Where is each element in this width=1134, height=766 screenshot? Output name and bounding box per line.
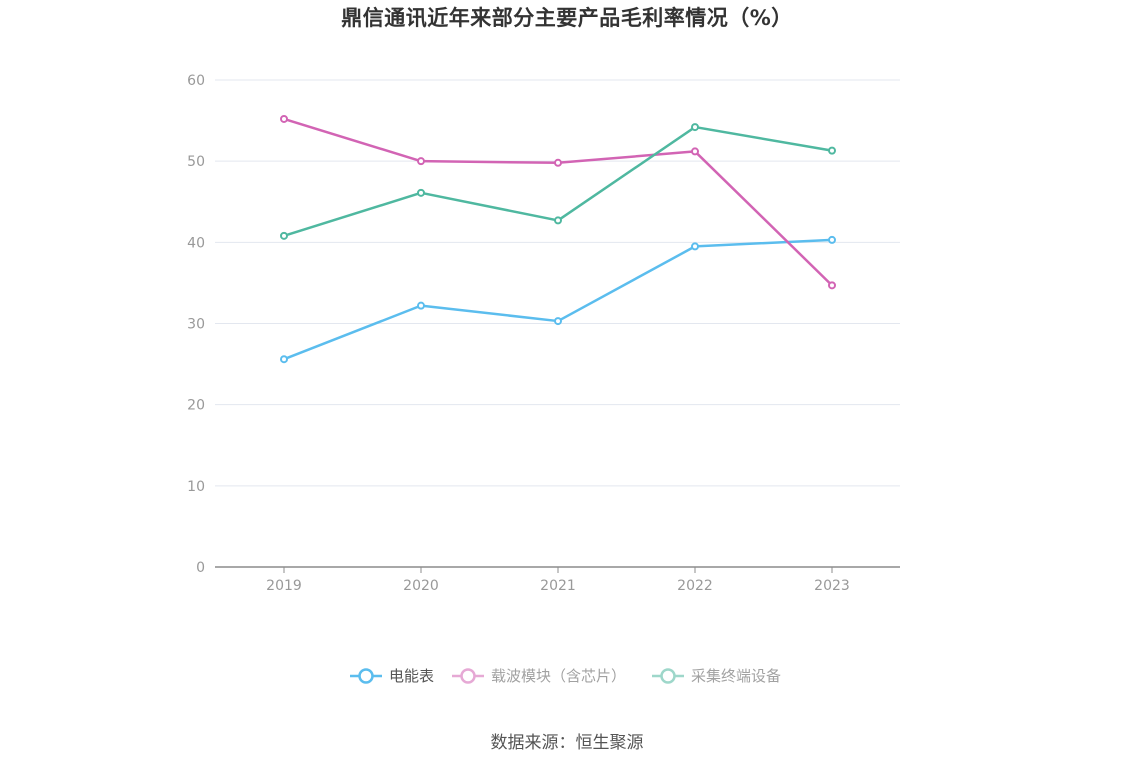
- legend-item: 载波模块（含芯片）: [452, 667, 626, 685]
- data-point: [417, 157, 425, 166]
- data-source: 数据来源：恒生聚源: [490, 733, 644, 753]
- data-point: [691, 123, 699, 132]
- data-point: [828, 146, 836, 155]
- series-line: [283, 117, 833, 287]
- data-point: [554, 216, 562, 225]
- legend-label: 采集终端设备: [691, 667, 781, 685]
- y-tick-label: 30: [187, 317, 205, 333]
- y-tick-label: 40: [187, 235, 205, 251]
- data-point: [828, 235, 836, 244]
- data-point: [691, 147, 699, 156]
- legend-item: 电能表: [350, 667, 434, 685]
- chart-title: 鼎信通讯近年来部分主要产品毛利率情况（%）: [341, 6, 793, 30]
- y-axis: 0 10 20 30 40 50 60: [187, 73, 205, 576]
- legend-marker-icon: [660, 668, 676, 684]
- x-tick-label: 2023: [814, 578, 850, 594]
- data-point: [691, 242, 699, 251]
- x-axis: 2019 2020 2021 2022 2023: [215, 566, 900, 594]
- legend-label: 载波模块（含芯片）: [491, 667, 626, 685]
- x-tick-label: 2022: [677, 578, 713, 594]
- legend-marker-icon: [460, 668, 476, 684]
- x-tick-label: 2020: [403, 578, 439, 594]
- y-tick-label: 0: [196, 560, 205, 576]
- legend: 电能表 载波模块（含芯片） 采集终端设备: [350, 667, 781, 685]
- legend-item: 采集终端设备: [652, 667, 781, 685]
- series-line: [283, 238, 833, 361]
- y-tick-label: 10: [187, 479, 205, 495]
- data-point: [417, 301, 425, 310]
- data-point: [280, 114, 288, 123]
- data-point: [417, 188, 425, 197]
- x-tick-label: 2021: [540, 578, 576, 594]
- data-point: [280, 231, 288, 240]
- data-point: [554, 158, 562, 167]
- legend-label: 电能表: [389, 667, 434, 685]
- y-tick-label: 50: [187, 154, 205, 170]
- series-group: [280, 114, 836, 364]
- grid-lines: [215, 79, 900, 487]
- data-point: [554, 317, 562, 326]
- y-tick-label: 60: [187, 73, 205, 89]
- data-point: [828, 281, 836, 290]
- y-tick-label: 20: [187, 398, 205, 414]
- data-point: [280, 355, 288, 364]
- x-tick-label: 2019: [266, 578, 302, 594]
- legend-marker-icon: [358, 668, 374, 684]
